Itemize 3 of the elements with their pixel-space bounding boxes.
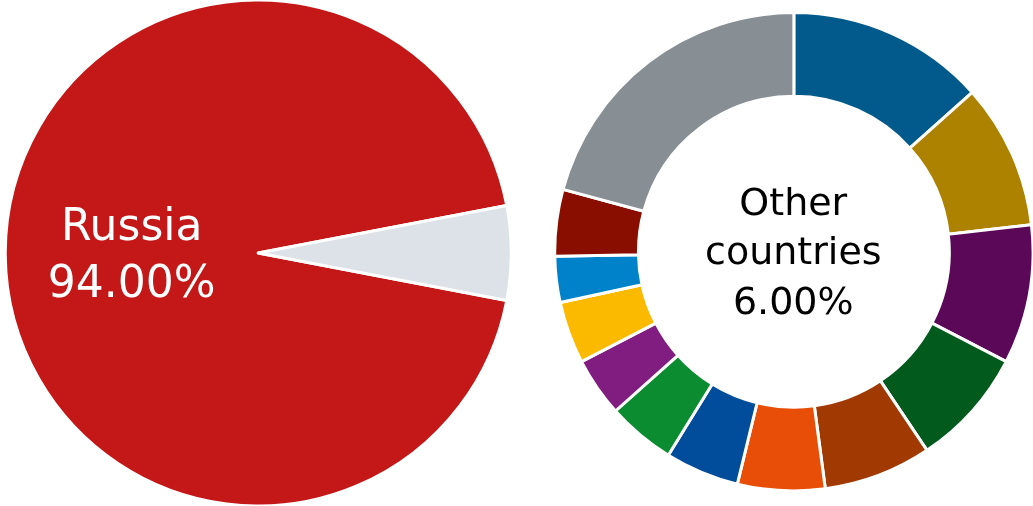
slice-label: Russia: [60, 198, 203, 250]
data-label: 94.00%: [47, 256, 216, 308]
text: Other countries 6.00%: [705, 180, 882, 323]
